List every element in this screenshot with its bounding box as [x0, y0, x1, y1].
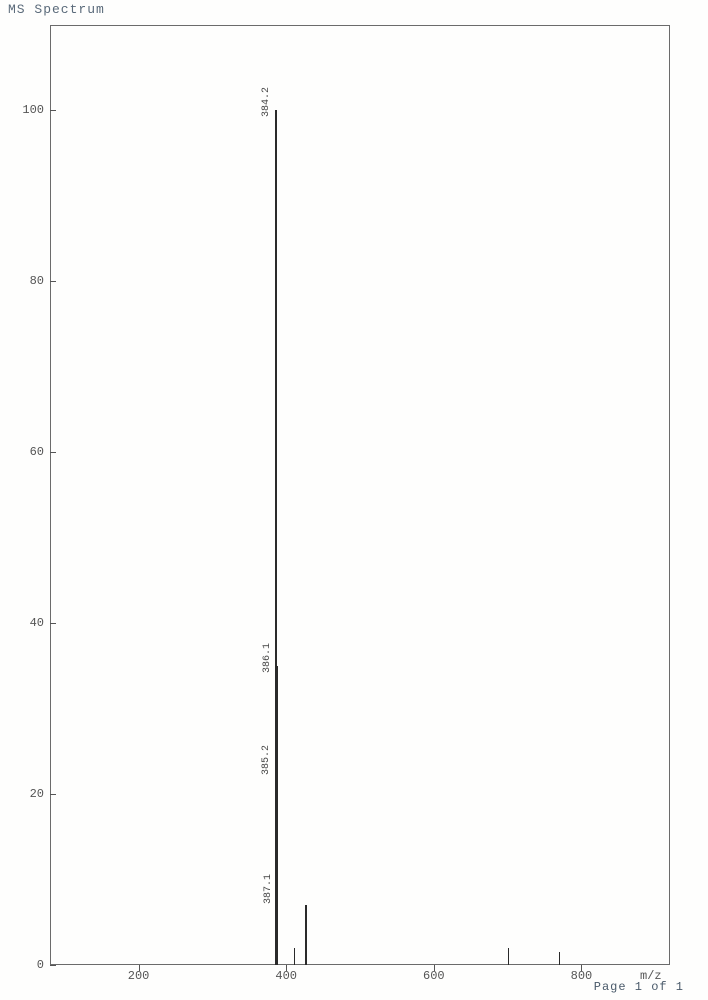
y-tick-mark	[50, 965, 56, 966]
y-tick-mark	[50, 623, 56, 624]
x-tick-mark	[581, 965, 582, 971]
y-tick-mark	[50, 110, 56, 111]
peak-label: 385.2	[261, 745, 272, 775]
x-tick-label: 400	[275, 969, 297, 983]
spectrum-peak	[508, 948, 509, 965]
page: MS Spectrum 020406080100 200400600800 m/…	[0, 0, 708, 1000]
y-tick-label: 60	[14, 445, 44, 459]
spectrum-peak	[277, 897, 278, 965]
peak-label: 384.2	[261, 87, 272, 117]
y-tick-label: 40	[14, 616, 44, 630]
y-tick-mark	[50, 281, 56, 282]
y-tick-label: 80	[14, 274, 44, 288]
spectrum-peak	[294, 948, 295, 965]
x-tick-mark	[434, 965, 435, 971]
y-tick-label: 100	[14, 103, 44, 117]
peak-label: 386.1	[262, 643, 273, 673]
x-tick-mark	[139, 965, 140, 971]
spectrum-peak	[305, 905, 307, 965]
page-footer: Page 1 of 1	[594, 980, 684, 994]
spectrum-peak	[559, 952, 560, 965]
peak-label: 387.1	[263, 874, 274, 904]
x-tick-label: 800	[571, 969, 593, 983]
y-tick-mark	[50, 452, 56, 453]
x-tick-label: 600	[423, 969, 445, 983]
chart-title: MS Spectrum	[8, 2, 105, 17]
plot-frame	[50, 25, 670, 965]
x-tick-mark	[286, 965, 287, 971]
y-tick-mark	[50, 794, 56, 795]
y-tick-label: 20	[14, 787, 44, 801]
x-tick-label: 200	[128, 969, 150, 983]
y-tick-label: 0	[14, 958, 44, 972]
